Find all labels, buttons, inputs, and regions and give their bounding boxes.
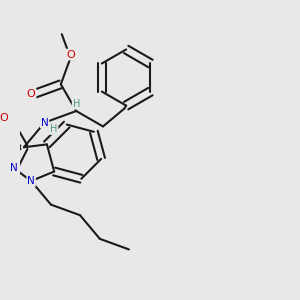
Text: N: N [41, 118, 49, 128]
Text: O: O [0, 113, 8, 123]
Text: H: H [50, 124, 58, 134]
Text: N: N [10, 163, 17, 173]
Text: O: O [27, 89, 35, 99]
Text: O: O [66, 50, 75, 60]
Text: N: N [27, 176, 35, 186]
Text: H: H [73, 99, 80, 109]
